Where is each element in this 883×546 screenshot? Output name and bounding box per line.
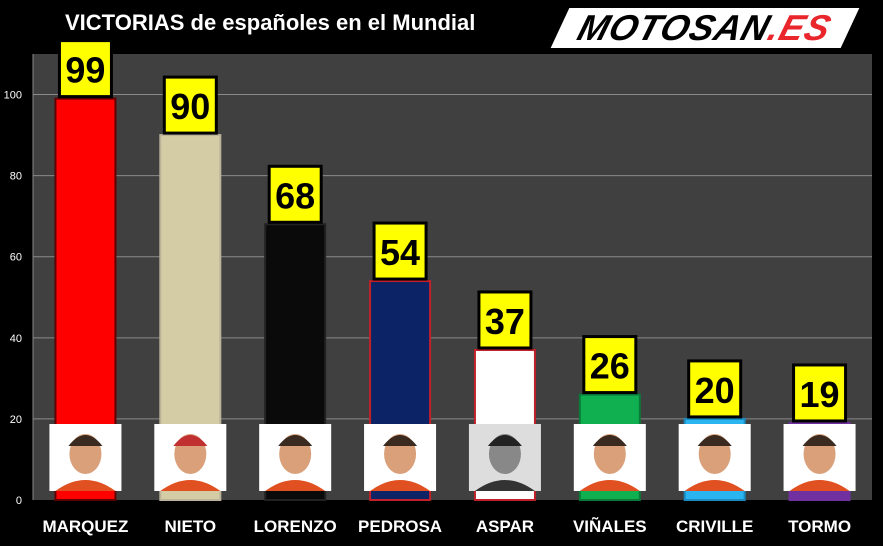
value-label: 26 xyxy=(590,346,630,387)
x-category-label: VIÑALES xyxy=(573,516,647,536)
value-label-box xyxy=(792,363,848,423)
x-category-label: TORMO xyxy=(788,517,851,536)
value-label: 19 xyxy=(800,374,840,415)
rider-photo xyxy=(573,424,646,491)
x-category-label: ASPAR xyxy=(476,517,534,536)
value-label: 37 xyxy=(485,301,525,342)
rider-photo xyxy=(49,424,122,491)
x-category-label: MARQUEZ xyxy=(42,517,128,536)
x-category-label: LORENZO xyxy=(254,517,337,536)
value-label: 99 xyxy=(65,50,105,91)
y-tick-label: 20 xyxy=(10,414,22,426)
y-tick-label: 0 xyxy=(16,495,22,507)
value-label-box xyxy=(267,164,323,224)
y-tick-label: 40 xyxy=(10,333,22,345)
value-label-box xyxy=(372,221,428,281)
value-label-box xyxy=(582,335,638,395)
rider-photo xyxy=(468,424,541,491)
y-tick-label: 60 xyxy=(10,252,22,264)
rider-photo xyxy=(783,424,856,491)
x-category-label: NIETO xyxy=(164,517,216,536)
y-tick-label: 80 xyxy=(10,171,22,183)
chart-title: VICTORIAS de españoles en el Mundial xyxy=(65,10,476,35)
y-tick-label: 100 xyxy=(4,90,22,102)
value-label: 90 xyxy=(170,86,210,127)
value-label-box xyxy=(687,359,743,419)
value-label: 54 xyxy=(380,232,420,273)
rider-photo xyxy=(364,424,437,491)
value-label-box xyxy=(162,75,218,135)
x-category-label: PEDROSA xyxy=(358,517,442,536)
rider-photo xyxy=(154,424,227,491)
value-label-box xyxy=(57,39,113,99)
x-category-label: CRIVILLE xyxy=(676,517,753,536)
rider-photo xyxy=(678,424,751,491)
value-label: 20 xyxy=(695,370,735,411)
value-label: 68 xyxy=(275,175,315,216)
rider-photo xyxy=(259,424,332,491)
value-label-box xyxy=(477,290,533,350)
